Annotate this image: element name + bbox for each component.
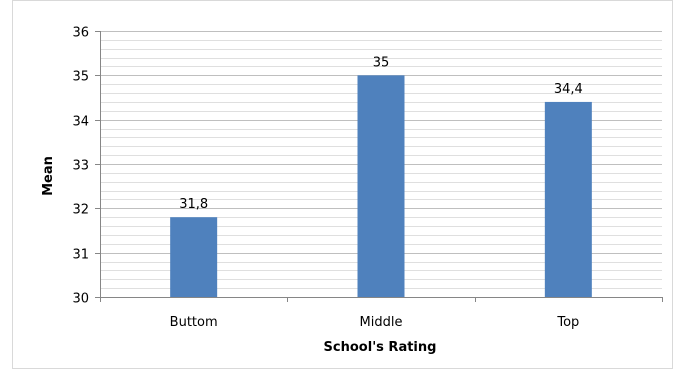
y-tick-label: 36 (72, 26, 89, 41)
axes (95, 31, 663, 302)
data-label: 31,8 (179, 197, 208, 212)
bar-buttom (170, 217, 218, 297)
y-axis-title: Mean (41, 156, 56, 196)
y-tick-label: 33 (72, 159, 89, 174)
data-label: 35 (373, 55, 390, 70)
bar-middle (357, 75, 405, 297)
bars (170, 75, 592, 297)
x-tick-label: Buttom (170, 315, 218, 330)
data-label: 34,4 (554, 82, 583, 97)
y-tick-label: 32 (72, 203, 89, 218)
y-tick-label: 31 (72, 248, 89, 263)
y-tick-label: 30 (72, 292, 89, 307)
x-tick-label: Middle (360, 315, 403, 330)
y-tick-label: 35 (72, 70, 89, 85)
x-tick-label: Top (556, 315, 579, 330)
labels: 31,8 Buttom 35 Middle 34,4 Top 30 31 32 33 34 35 36 (72, 26, 582, 331)
x-axis-title: School's Rating (324, 340, 437, 355)
bar-top (544, 101, 592, 297)
y-tick-label: 34 (72, 115, 89, 130)
